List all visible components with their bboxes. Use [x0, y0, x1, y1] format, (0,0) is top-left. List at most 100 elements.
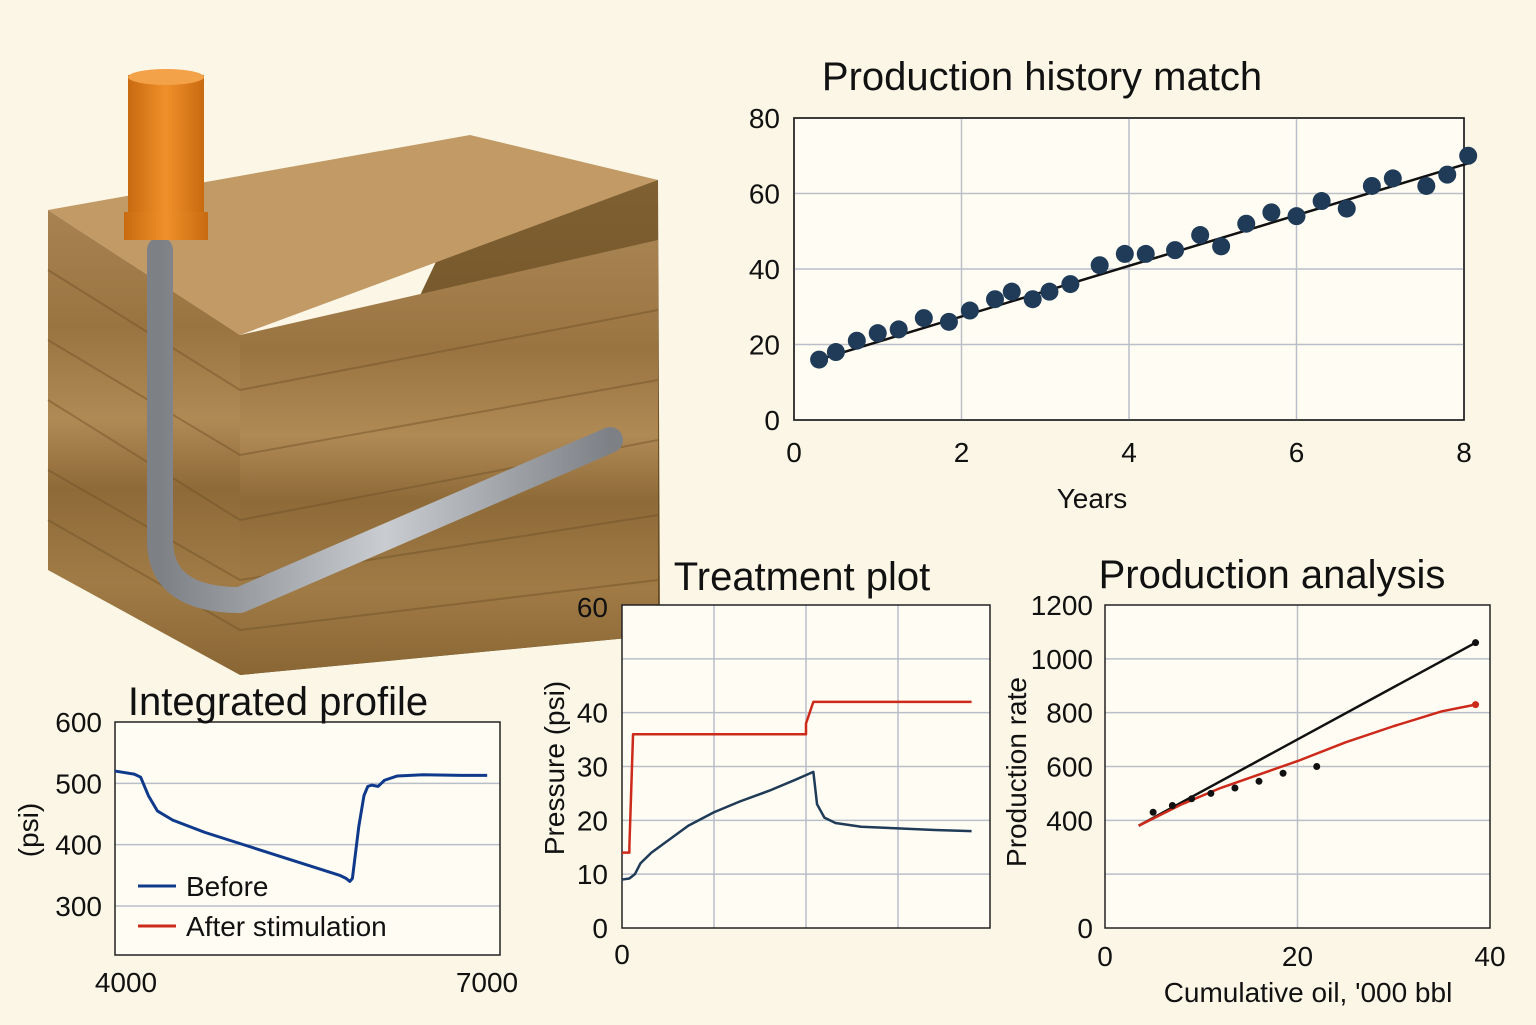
y-axis-label: Production rate [1001, 677, 1032, 867]
data-point [914, 309, 933, 328]
data-point [1136, 244, 1155, 263]
chart-title: Production history match [822, 55, 1262, 99]
tick-label: 2 [954, 437, 970, 468]
data-point [1459, 146, 1478, 165]
tick-label: 0 [1077, 913, 1093, 944]
tick-label: 0 [614, 939, 630, 970]
data-point [1279, 769, 1287, 777]
data-point [889, 320, 908, 339]
data-point [1115, 244, 1134, 263]
data-point [1212, 237, 1231, 256]
tick-label: 1200 [1031, 590, 1093, 621]
tick-label: 0 [592, 913, 608, 944]
tick-label: 20 [1282, 941, 1313, 972]
data-point [1237, 214, 1256, 233]
history-chart: Production history match Years 0 2 4 6 8 0 20 4… [720, 40, 1520, 530]
tick-label: 60 [577, 592, 608, 623]
integrated-chart: Integrated profile (psi) Before After st… [0, 670, 540, 1020]
tick-label: 8 [1456, 437, 1472, 468]
data-point [1188, 795, 1196, 803]
tick-label: 0 [1097, 941, 1113, 972]
data-point [1191, 226, 1210, 245]
tick-label: 80 [749, 103, 780, 134]
integrated-chart-svg: Integrated profile (psi) Before After st… [13, 680, 518, 998]
integrated-plot-area [115, 722, 500, 955]
navy-pressure-line [621, 770, 972, 881]
data-point [868, 324, 887, 343]
data-point [960, 301, 979, 320]
plot-border [1104, 604, 1491, 929]
data-point [1312, 192, 1331, 211]
data-point [810, 350, 829, 369]
tick-label: 4000 [95, 967, 157, 998]
data-point [847, 331, 866, 350]
treatment-chart: Treatment plot Pressure (psi) 0 10 20 30 40 6… [530, 550, 1010, 980]
data-point-red [1472, 701, 1480, 709]
data-point [1362, 176, 1381, 195]
tick-label: 7000 [456, 967, 518, 998]
data-point [1061, 275, 1080, 294]
analysis-chart: Production analysis Production rate Cumu… [1000, 550, 1530, 1020]
tick-label: 600 [55, 707, 102, 738]
tick-label: 400 [55, 830, 102, 861]
tick-label: 800 [1046, 698, 1093, 729]
tick-label: 60 [749, 179, 780, 210]
data-point [1313, 763, 1321, 770]
data-point [1262, 203, 1281, 222]
data-point [1149, 808, 1157, 816]
data-point [1166, 241, 1185, 260]
data-point [1207, 789, 1215, 797]
data-point [1438, 165, 1457, 184]
tick-label: 40 [749, 254, 780, 285]
data-point [939, 312, 958, 331]
tick-label: 40 [577, 698, 608, 729]
chart-title: Treatment plot [674, 555, 930, 599]
data-point [1002, 282, 1021, 301]
tick-label: 30 [577, 752, 608, 783]
wellbore-block-diagram-icon [47, 69, 660, 675]
history-chart-svg: Production history match Years 0 2 4 6 80204… [749, 55, 1478, 514]
plot-border [114, 721, 501, 956]
data-point [986, 290, 1004, 309]
data-point [1383, 169, 1402, 188]
data-point [1090, 256, 1109, 275]
wellbore-illustration [0, 60, 680, 700]
tick-label: 20 [749, 330, 780, 361]
tick-label: 500 [55, 768, 102, 799]
analysis-chart-svg: Production analysis Production rate Cumu… [1001, 553, 1506, 1008]
plot-border [793, 117, 1465, 421]
data-point [1231, 784, 1239, 792]
data-point [1417, 176, 1436, 195]
tick-label: 40 [1474, 941, 1505, 972]
legend: Before After stimulation [138, 871, 387, 942]
tick-label: 0 [786, 437, 802, 468]
tick-label: 4 [1121, 437, 1137, 468]
legend-label-before: Before [186, 871, 269, 902]
tick-label: 1000 [1031, 644, 1093, 675]
treatment-chart-svg: Treatment plot Pressure (psi) 0 10 20 30 40 6… [539, 555, 991, 970]
data-point [826, 343, 845, 362]
chart-title: Production analysis [1099, 553, 1446, 597]
y-axis-label: (psi) [13, 803, 44, 857]
plot-border [621, 604, 991, 929]
tick-label: 20 [577, 805, 608, 836]
tick-label: 400 [1046, 805, 1093, 836]
x-axis-label: Years [1057, 483, 1128, 514]
tick-label: 10 [577, 859, 608, 890]
y-axis-label: Pressure (psi) [539, 681, 570, 855]
tick-label: 0 [764, 405, 780, 436]
tick-label: 6 [1289, 437, 1305, 468]
legend-label-after: After stimulation [186, 911, 387, 942]
linear-fit-line [1138, 641, 1477, 827]
data-point [1337, 199, 1356, 218]
data-point [1168, 802, 1176, 810]
data-point [1040, 282, 1059, 301]
before-line [114, 769, 488, 883]
data-point [1023, 290, 1042, 309]
data-point [1255, 777, 1263, 785]
data-point [1472, 639, 1480, 647]
tick-label: 300 [55, 891, 102, 922]
data-point [1287, 207, 1306, 226]
red-pressure-line [622, 700, 972, 854]
x-axis-label: Cumulative oil, '000 bbl [1164, 977, 1453, 1008]
